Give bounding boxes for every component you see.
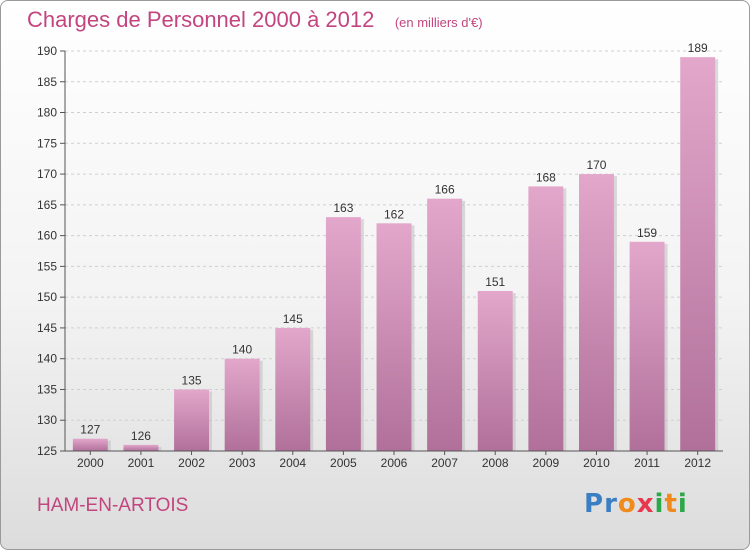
value-label: 127 xyxy=(80,423,100,437)
bar-2002 xyxy=(174,389,210,451)
y-tick-label: 155 xyxy=(37,259,57,273)
bar-2009 xyxy=(528,186,564,451)
x-tick-label: 2003 xyxy=(229,456,256,470)
value-label: 162 xyxy=(384,207,404,221)
bars xyxy=(72,57,719,452)
x-tick-label: 2010 xyxy=(583,456,610,470)
bar-2012 xyxy=(680,57,716,452)
value-label: 166 xyxy=(435,183,455,197)
logo-letter: r xyxy=(604,489,618,519)
y-tick-label: 160 xyxy=(37,229,57,243)
y-tick-label: 135 xyxy=(37,382,57,396)
value-label: 189 xyxy=(688,41,708,55)
bar-2003 xyxy=(224,358,260,451)
y-tick-label: 170 xyxy=(37,167,57,181)
logo-letter: i xyxy=(677,489,688,519)
bar-2005 xyxy=(325,217,361,451)
labels: 125 130 135 140 145 150 155 160 165 170 175 180 185 1… xyxy=(37,41,711,470)
y-tick-label: 190 xyxy=(37,44,57,58)
logo-letter: t xyxy=(664,489,678,519)
y-tick-label: 150 xyxy=(37,290,57,304)
value-label: 170 xyxy=(586,158,606,172)
place-name: HAM-EN-ARTOIS xyxy=(37,495,189,516)
value-label: 135 xyxy=(182,373,202,387)
bar-2001 xyxy=(123,444,159,451)
bar-2007 xyxy=(427,198,463,451)
y-tick-label: 130 xyxy=(37,413,57,427)
value-label: 163 xyxy=(333,201,353,215)
x-tick-label: 2007 xyxy=(431,456,458,470)
axes xyxy=(60,50,723,455)
value-label: 145 xyxy=(283,312,303,326)
logo-letter: x xyxy=(636,489,655,519)
x-tick-label: 2004 xyxy=(279,456,306,470)
proxiti-logo: Proxiti xyxy=(584,489,688,519)
x-tick-label: 2006 xyxy=(381,456,408,470)
bar-2006 xyxy=(376,223,412,451)
x-tick-label: 2001 xyxy=(128,456,155,470)
bar-2010 xyxy=(578,174,614,452)
value-label: 140 xyxy=(232,343,252,357)
y-tick-label: 145 xyxy=(37,321,57,335)
chart-title: Charges de Personnel 2000 à 2012 xyxy=(27,7,375,32)
y-tick-label: 165 xyxy=(37,198,57,212)
x-tick-label: 2000 xyxy=(77,456,104,470)
value-label: 126 xyxy=(131,429,151,443)
x-tick-label: 2008 xyxy=(482,456,509,470)
chart-subtitle: (en milliers d'€) xyxy=(394,15,483,30)
title-row: Charges de Personnel 2000 à 2012 (en mil… xyxy=(27,7,483,33)
y-tick-label: 125 xyxy=(37,444,57,458)
y-tick-label: 180 xyxy=(37,106,57,120)
logo-letter: i xyxy=(654,489,665,519)
bar-2011 xyxy=(629,241,665,451)
logo-letter: o xyxy=(617,489,637,519)
y-tick-label: 185 xyxy=(37,75,57,89)
bar-2004 xyxy=(275,327,311,451)
x-tick-label: 2012 xyxy=(684,456,711,470)
y-tick-label: 175 xyxy=(37,136,57,150)
y-tick-label: 140 xyxy=(37,352,57,366)
bar-2000 xyxy=(72,438,108,451)
value-label: 168 xyxy=(536,170,556,184)
x-tick-label: 2005 xyxy=(330,456,357,470)
logo-letter: P xyxy=(584,489,605,519)
x-tick-label: 2002 xyxy=(178,456,205,470)
x-tick-label: 2011 xyxy=(634,456,660,470)
value-label: 159 xyxy=(637,226,657,240)
value-label: 151 xyxy=(485,275,505,289)
bar-2008 xyxy=(477,291,513,451)
x-tick-label: 2009 xyxy=(532,456,559,470)
